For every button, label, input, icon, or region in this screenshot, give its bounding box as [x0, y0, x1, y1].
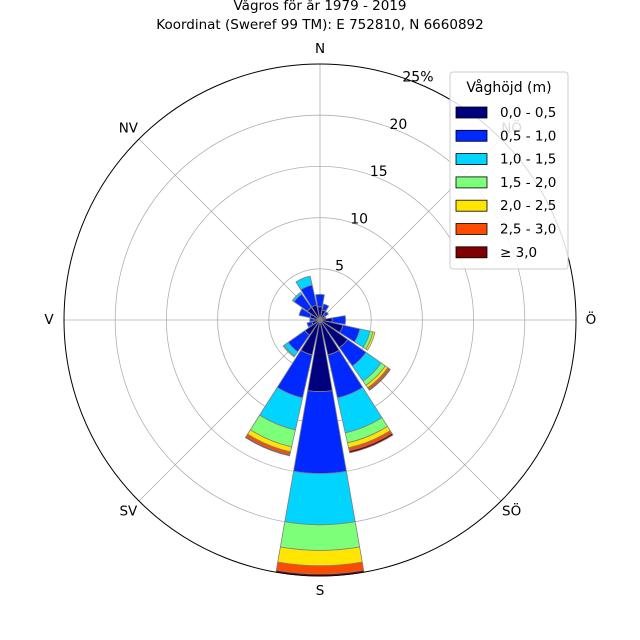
- legend-entry-label: 0,5 - 1,0: [500, 128, 556, 144]
- legend-swatch: [455, 153, 488, 166]
- direction-label: SV: [119, 504, 138, 520]
- bar-segment: [368, 368, 391, 391]
- rose-bar-N: [315, 294, 325, 321]
- rose-bar-NNV: [295, 275, 321, 321]
- bar-segment: [306, 321, 314, 328]
- bar-segment: [309, 317, 315, 323]
- legend-swatch: [455, 223, 488, 235]
- rose-bar-SV: [282, 319, 321, 358]
- radial-tick-label: 15: [370, 164, 388, 180]
- chart-title: Vågros för år 1979 - 2019 Koordinat (Swe…: [0, 0, 640, 35]
- radial-tick-label: 20: [389, 117, 407, 133]
- bar-segment: [298, 308, 312, 319]
- legend-entry-label: 0,0 - 0,5: [500, 105, 556, 121]
- legend-entry-label: 2,5 - 3,0: [500, 222, 556, 238]
- bar-segment: [321, 303, 330, 312]
- rose-bar-NNÖ: [319, 303, 330, 321]
- chart-title-line-1: Vågros för år 1979 - 2019: [233, 0, 407, 14]
- radial-tick-label: 25%: [402, 69, 433, 85]
- legend-entry-label: ≥ 3,0: [500, 245, 537, 261]
- legend-title: Våghöjd (m): [466, 79, 551, 96]
- direction-label: N: [315, 41, 325, 57]
- polar-outer-ring: [63, 63, 577, 577]
- rose-bar-SSÖ: [319, 319, 394, 454]
- radial-tick-label: 10: [350, 211, 368, 227]
- bar-segment: [315, 294, 325, 308]
- bar-segment: [295, 275, 313, 291]
- bar-segment: [365, 331, 376, 351]
- bar-segment: [284, 470, 356, 526]
- bar-segment: [279, 521, 361, 551]
- rose-bar-SÖ: [319, 319, 391, 391]
- legend-entry-label: 1,5 - 2,0: [500, 175, 556, 191]
- legend-swatch: [455, 176, 488, 189]
- chart-title-line-2: Koordinat (Sweref 99 TM): E 752810, N 66…: [156, 17, 484, 33]
- legend-swatch: [455, 129, 488, 142]
- bar-segment: [323, 311, 329, 317]
- bar-segment: [331, 315, 346, 325]
- bar-segment: [291, 291, 303, 303]
- rose-bar-S: [275, 319, 365, 577]
- direction-label: SÖ: [502, 502, 521, 520]
- legend-swatch: [455, 246, 488, 259]
- rose-bar-NV: [291, 291, 321, 321]
- direction-label: V: [44, 312, 54, 328]
- direction-label: NV: [119, 120, 139, 136]
- polar-frame: [63, 63, 577, 577]
- grid-spoke: [138, 138, 321, 321]
- bar-segment: [323, 316, 327, 320]
- bar-segment: [244, 436, 291, 457]
- legend-box: [449, 71, 569, 270]
- rose-bars: [244, 275, 394, 577]
- legend-swatch: [455, 106, 488, 119]
- legend-swatch: [455, 199, 488, 212]
- bar-segment: [282, 344, 296, 358]
- rose-bar-SSV: [244, 319, 321, 457]
- direction-label: Ö: [586, 310, 597, 328]
- legend-entry-label: 2,0 - 2,5: [500, 198, 556, 214]
- rose-bar-ÖSÖ: [319, 319, 376, 351]
- legend: Våghöjd (m) 0,0 - 0,5 0,5 - 1,0 1,0 - 1,5 1,…: [449, 71, 569, 270]
- rose-bar-Ö: [319, 315, 346, 325]
- direction-label: S: [316, 583, 325, 599]
- legend-entry-label: 1,0 - 1,5: [500, 152, 556, 168]
- radial-tick-label: 5: [335, 259, 344, 275]
- bar-segment: [348, 432, 394, 454]
